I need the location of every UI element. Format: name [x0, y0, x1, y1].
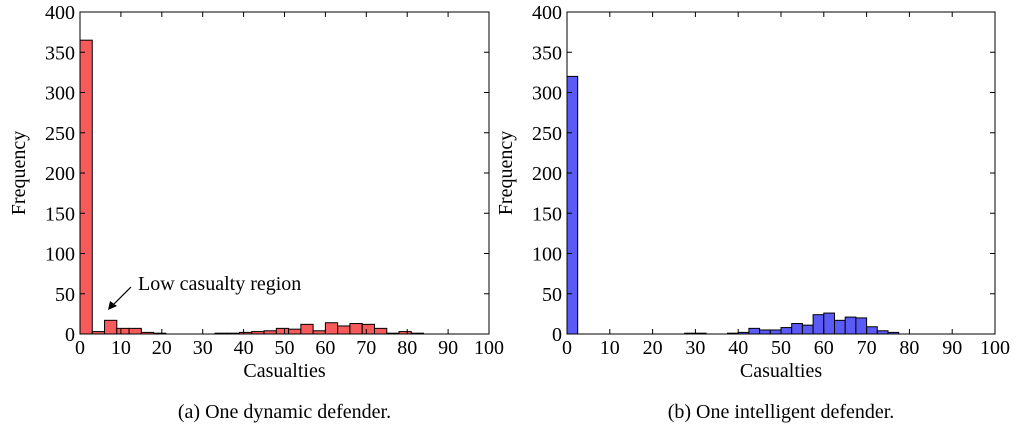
x-tick-label: 40	[234, 337, 254, 359]
bar	[866, 326, 878, 335]
y-tick-label: 50	[55, 284, 75, 306]
y-axis-label: Frequency	[495, 131, 517, 215]
bar	[275, 327, 290, 335]
y-tick-label: 400	[45, 2, 75, 24]
x-tick-label: 60	[814, 337, 834, 359]
y-tick-label: 150	[532, 203, 562, 225]
x-tick-label: 70	[857, 337, 877, 359]
annotation-arrowhead	[108, 301, 117, 310]
y-tick-label: 350	[45, 42, 75, 64]
x-tick-label: 10	[600, 337, 620, 359]
bar	[300, 323, 314, 335]
y-tick-label: 150	[45, 203, 75, 225]
x-tick-label: 100	[474, 337, 504, 359]
annotation: Low casualty region	[138, 273, 301, 295]
x-tick-label: 100	[980, 337, 1010, 359]
y-tick-label: 300	[532, 83, 562, 105]
x-tick-label: 70	[356, 337, 376, 359]
x-axis-label: Casualties	[243, 360, 325, 382]
bar	[128, 327, 142, 335]
bar	[349, 323, 363, 335]
bar	[855, 317, 868, 335]
bar	[566, 75, 579, 335]
bar	[823, 312, 835, 335]
caption: (b) One intelligent defender.	[668, 401, 895, 423]
x-tick-label: 30	[685, 337, 705, 359]
bar	[104, 319, 118, 335]
bar	[373, 327, 388, 335]
bar	[844, 316, 857, 335]
y-tick-label: 250	[45, 123, 75, 145]
bar	[769, 329, 782, 335]
y-tick-label: 50	[542, 284, 562, 306]
bar	[361, 323, 375, 335]
bar	[288, 328, 302, 335]
bar	[780, 327, 793, 335]
y-tick-label: 300	[45, 83, 75, 105]
x-tick-label: 80	[899, 337, 919, 359]
x-tick-label: 50	[275, 337, 295, 359]
x-tick-label: 0	[75, 337, 85, 359]
y-tick-label: 200	[532, 163, 562, 185]
bar	[324, 322, 339, 335]
y-tick-label: 0	[552, 324, 562, 346]
x-tick-label: 20	[152, 337, 172, 359]
bar	[812, 314, 825, 335]
x-tick-label: 30	[193, 337, 213, 359]
y-tick-label: 100	[532, 244, 562, 266]
x-tick-label: 90	[438, 337, 458, 359]
x-tick-label: 80	[397, 337, 417, 359]
x-tick-label: 60	[315, 337, 335, 359]
bar	[748, 327, 761, 335]
x-axis-label: Casualties	[740, 360, 822, 382]
x-tick-label: 90	[942, 337, 962, 359]
x-tick-label: 10	[111, 337, 131, 359]
bar	[79, 39, 93, 335]
bar	[801, 324, 814, 335]
y-tick-label: 200	[45, 163, 75, 185]
x-tick-label: 20	[643, 337, 663, 359]
y-tick-label: 350	[532, 42, 562, 64]
caption: (a) One dynamic defender.	[178, 401, 391, 423]
x-tick-label: 40	[728, 337, 748, 359]
bar	[791, 323, 803, 335]
bar	[834, 319, 846, 335]
bar	[337, 325, 351, 335]
bar	[759, 329, 771, 335]
y-tick-label: 250	[532, 123, 562, 145]
plot-frame	[566, 11, 996, 335]
y-tick-label: 0	[65, 324, 75, 346]
x-tick-label: 50	[771, 337, 791, 359]
x-tick-label: 0	[562, 337, 572, 359]
y-tick-label: 100	[45, 244, 75, 266]
y-axis-label: Frequency	[8, 131, 30, 215]
y-tick-label: 400	[532, 2, 562, 24]
bar	[116, 327, 130, 335]
